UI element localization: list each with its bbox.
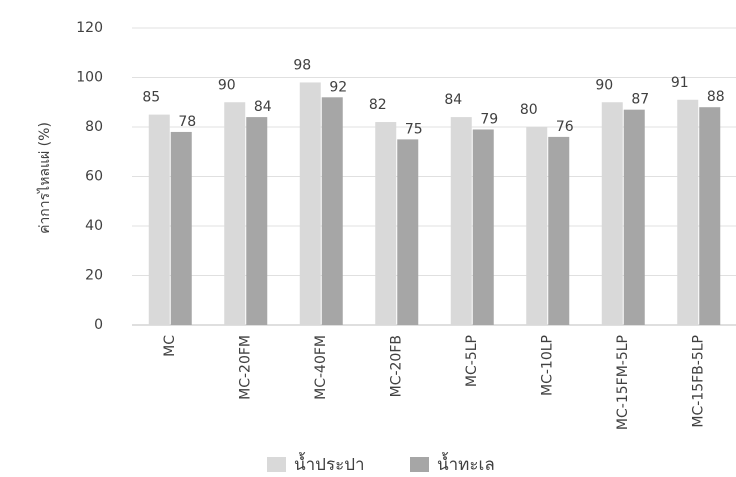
data-label: 78: [178, 114, 196, 130]
data-label: 75: [405, 121, 423, 137]
bar: [450, 117, 472, 325]
y-tick-label: 20: [85, 268, 103, 284]
legend-label: น้ำทะเล: [437, 452, 495, 475]
bar: [699, 107, 721, 325]
bar: [321, 97, 343, 325]
data-label: 92: [329, 79, 347, 95]
data-label: 90: [595, 77, 613, 93]
bar: [601, 102, 623, 325]
bar: [148, 114, 170, 325]
data-label: 76: [556, 119, 574, 135]
x-tick-label: MC-20FB: [388, 335, 404, 397]
bar: [526, 127, 548, 325]
bar: [375, 122, 397, 325]
y-tick-label: 60: [85, 169, 103, 185]
x-tick-label: MC-10LP: [539, 335, 555, 396]
data-label: 87: [631, 92, 649, 108]
data-label: 88: [707, 89, 725, 105]
legend-swatch: [410, 457, 429, 472]
bar: [224, 102, 246, 325]
x-tick-label: MC-5LP: [464, 335, 480, 387]
legend-label: น้ำประปา: [294, 452, 365, 475]
bar: [623, 109, 645, 325]
y-axis-label: ค่าการไหลแผ่ (%): [36, 122, 53, 234]
y-tick-label: 100: [76, 70, 103, 86]
data-label: 79: [480, 111, 498, 127]
x-tick-label: MC-15FM-5LP: [615, 335, 631, 430]
bar: [170, 131, 192, 325]
bar: [677, 99, 699, 326]
data-label: 84: [444, 92, 462, 108]
y-tick-label: 80: [85, 119, 103, 135]
x-tick-label: MC: [162, 335, 178, 357]
data-label: 98: [293, 57, 311, 73]
data-label: 85: [142, 90, 160, 106]
y-tick-label: 0: [94, 317, 103, 333]
x-tick-label: MC-15FB-5LP: [690, 335, 706, 428]
y-tick-label: 40: [85, 218, 103, 234]
y-tick-label: 120: [76, 20, 103, 36]
data-label: 91: [671, 75, 689, 91]
bar: [548, 136, 570, 325]
bar: [397, 139, 419, 325]
data-label: 80: [520, 102, 538, 118]
data-label: 82: [369, 97, 387, 113]
x-tick-label: MC-20FM: [237, 335, 253, 400]
legend-swatch: [267, 457, 286, 472]
x-tick-label: MC-40FM: [313, 335, 329, 400]
data-label: 90: [218, 77, 236, 93]
bar: [472, 129, 494, 325]
bar: [246, 117, 268, 325]
bar: [299, 82, 321, 325]
data-label: 84: [254, 99, 272, 115]
